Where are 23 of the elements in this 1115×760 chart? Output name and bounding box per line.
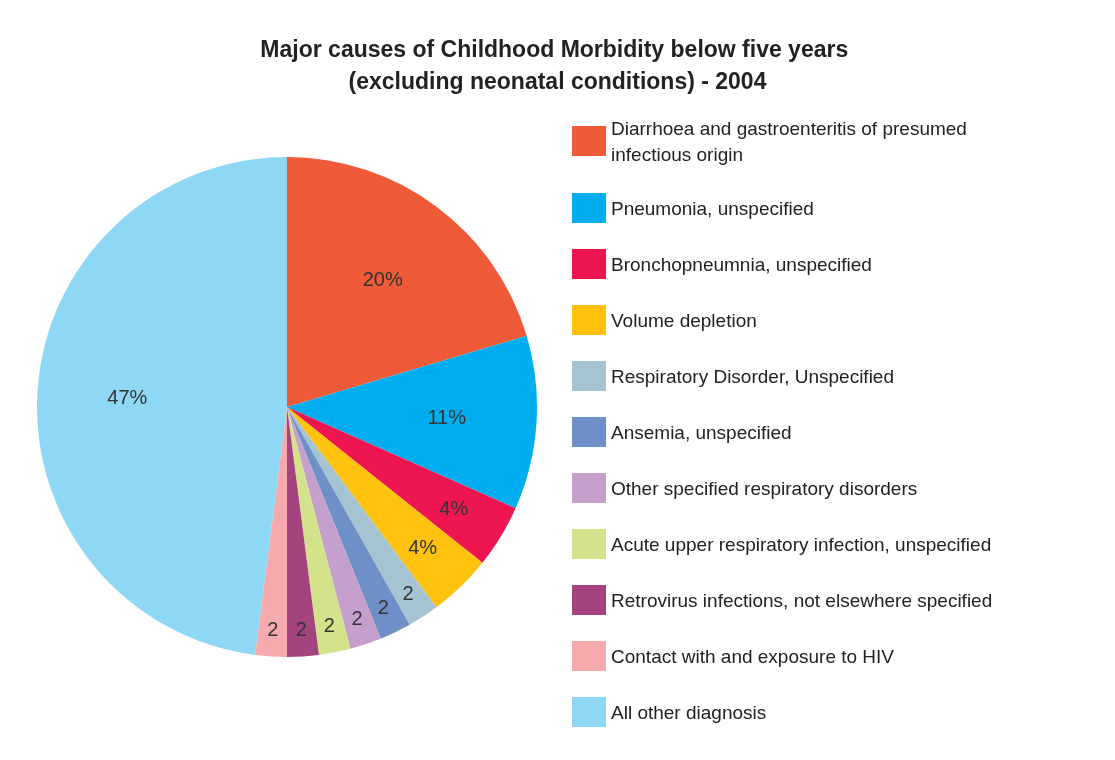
legend-label: Ansemia, unspecified: [611, 421, 792, 443]
data-label: 4%: [439, 497, 469, 520]
data-label: 47%: [107, 385, 148, 408]
data-label: 2: [402, 582, 414, 605]
chart-title: Major causes of Childhood Morbidity below five years (excluding neonatal conditions) - 2004: [260, 36, 855, 94]
legend-label: Retrovirus infections, not elsewhere specified: [611, 589, 993, 611]
legend-label: Bronchopneumnia, unspecified: [611, 253, 872, 275]
data-label: 2: [267, 617, 279, 640]
data-label: 20%: [362, 267, 403, 290]
data-label: 2: [377, 596, 389, 619]
data-label: 2: [323, 613, 335, 636]
legend-label: Respiratory Disorder, Unspecified: [611, 365, 895, 387]
legend-label: All other diagnosis: [611, 701, 767, 723]
legend-label: Acute upper respiratory infection, unspecified: [611, 533, 992, 555]
data-label: 11%: [427, 406, 467, 429]
legend-label: Other specified respiratory disorders: [611, 477, 918, 499]
data-label: 2: [351, 606, 363, 629]
legend-label: Volume depletion: [611, 309, 757, 331]
legend-label: Pneumonia, unspecified: [611, 197, 814, 219]
legend-label: Diarrhoea and gastroenteritis of presumed infectious origin: [611, 117, 973, 165]
legend-label: Contact with and exposure to HIV: [611, 645, 895, 667]
data-label: 2: [295, 617, 307, 640]
data-label: 4%: [408, 536, 438, 559]
